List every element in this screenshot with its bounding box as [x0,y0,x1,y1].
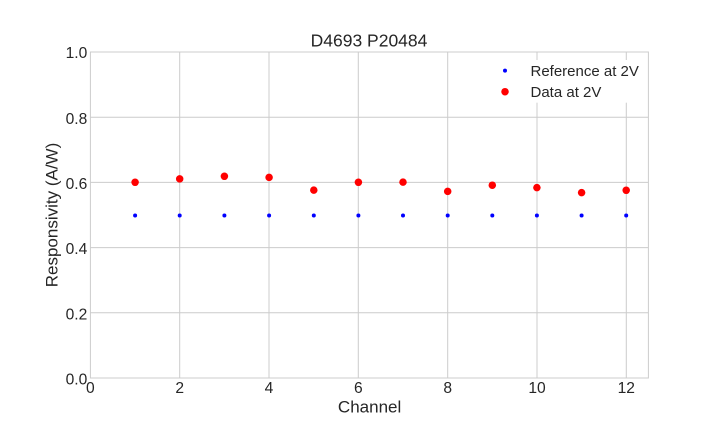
svg-text:8: 8 [443,380,452,397]
svg-text:1.0: 1.0 [66,45,88,62]
svg-text:0.6: 0.6 [66,176,88,193]
svg-text:10: 10 [528,380,546,397]
svg-text:Channel: Channel [338,397,401,416]
svg-text:4: 4 [265,380,274,397]
svg-text:Responsivity (A/W): Responsivity (A/W) [42,143,61,288]
svg-text:D4693 P20484: D4693 P20484 [311,30,428,50]
svg-text:Reference at 2V: Reference at 2V [531,63,639,80]
svg-text:0.8: 0.8 [66,111,88,128]
svg-text:Data at 2V: Data at 2V [531,84,602,101]
svg-text:12: 12 [618,380,635,397]
svg-text:2: 2 [175,380,184,397]
svg-text:0.4: 0.4 [66,241,88,258]
svg-text:0.2: 0.2 [66,306,88,323]
svg-text:0: 0 [86,380,95,397]
svg-text:6: 6 [354,380,363,397]
svg-text:0.0: 0.0 [66,372,88,389]
